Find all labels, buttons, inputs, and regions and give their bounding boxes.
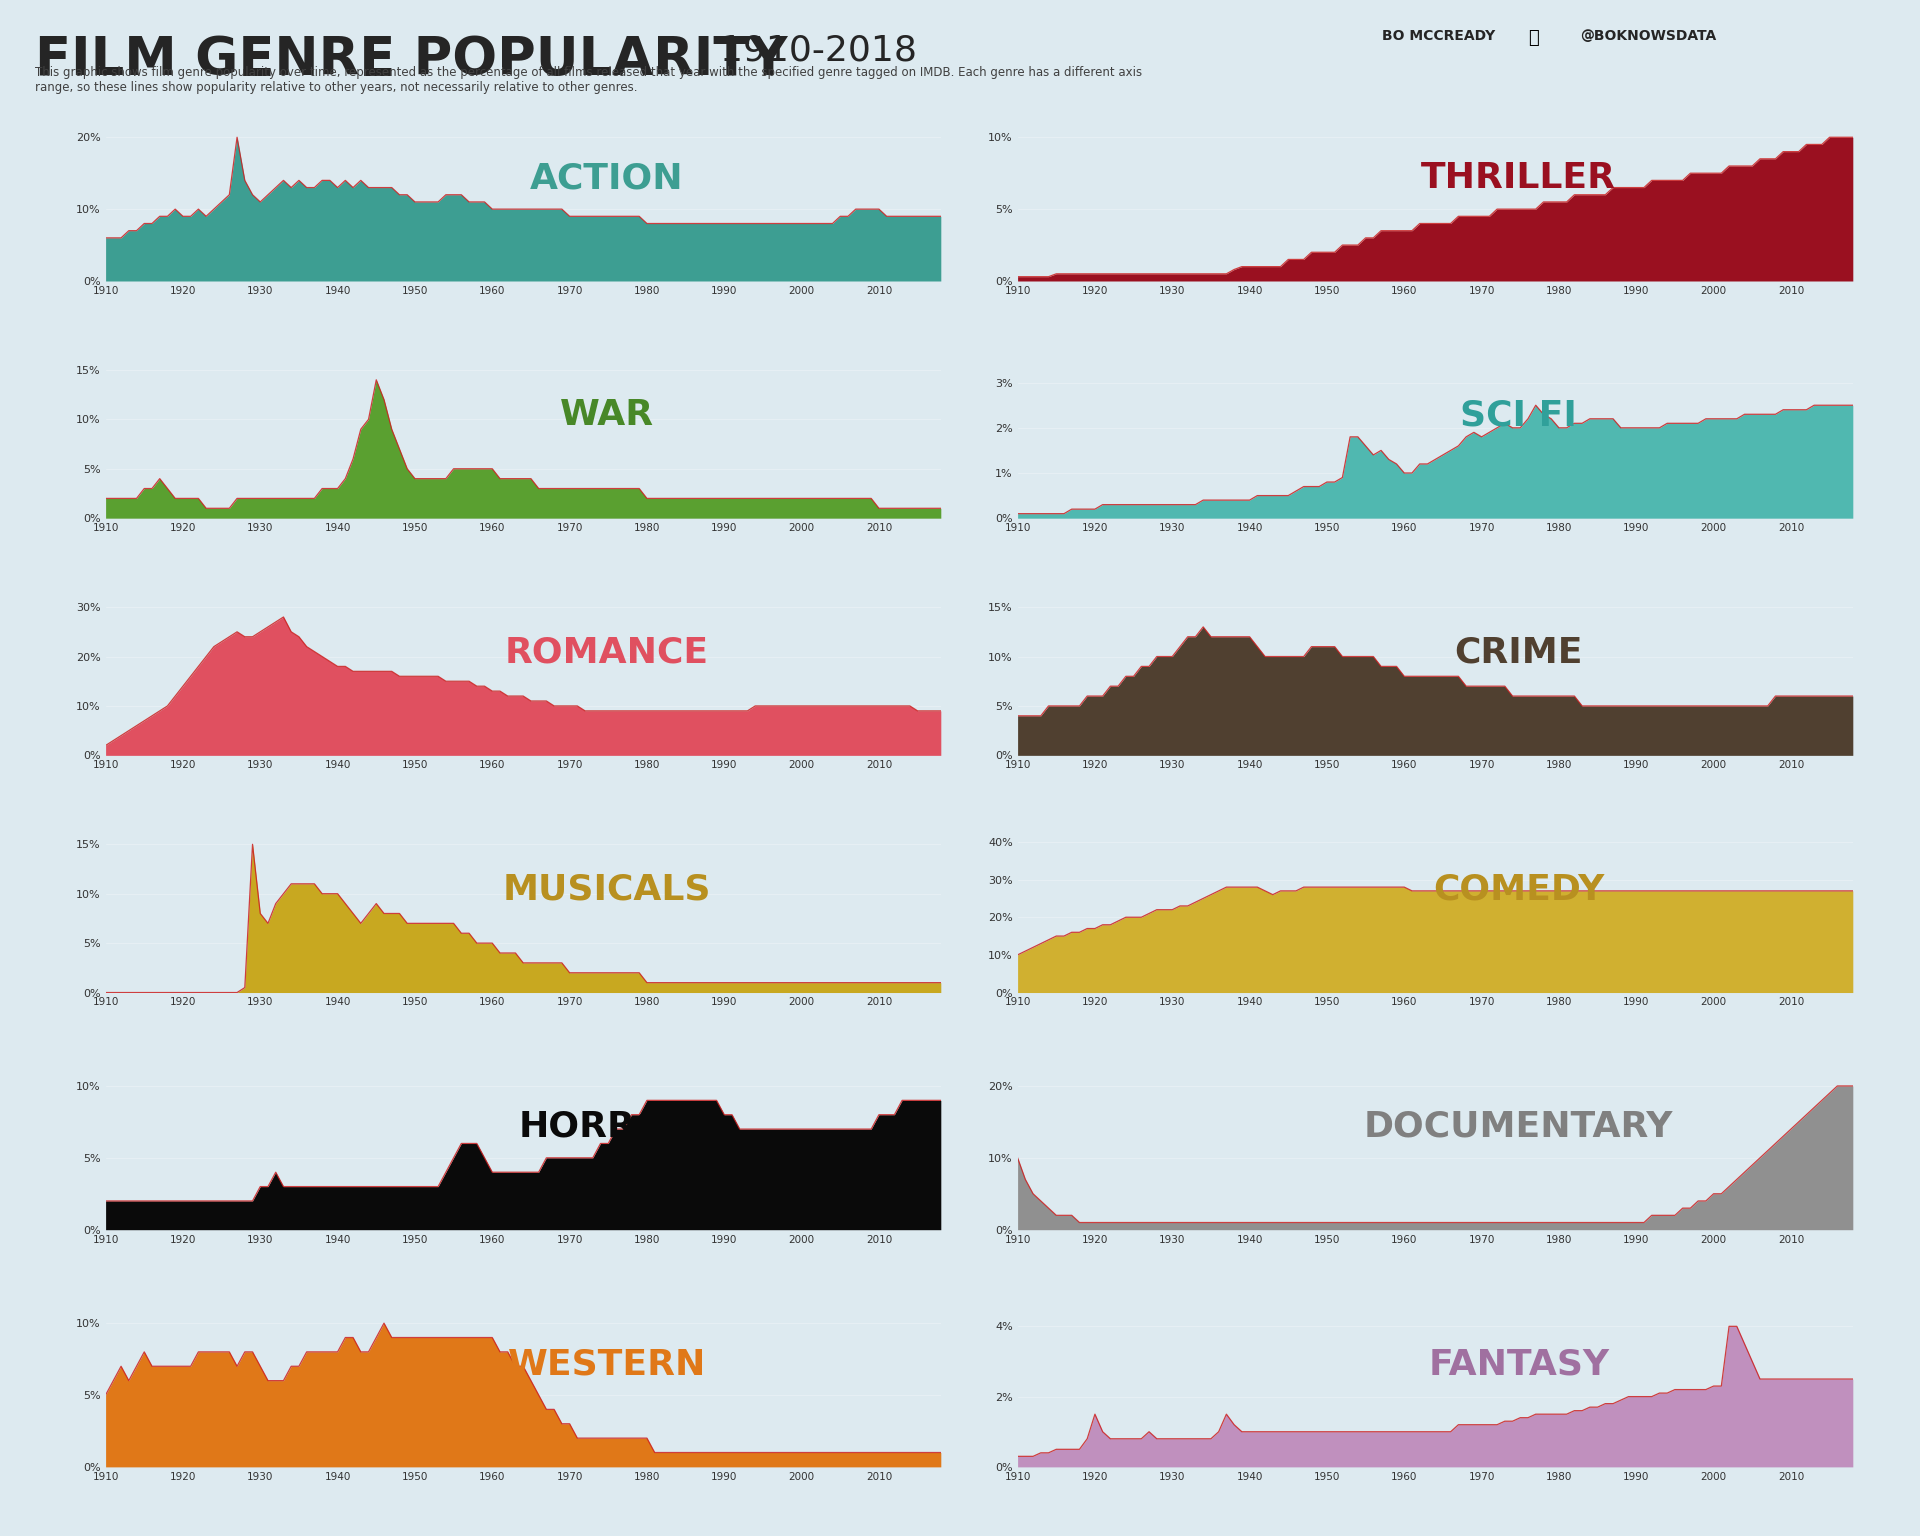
Text: @BOKNOWSDATA: @BOKNOWSDATA bbox=[1580, 29, 1716, 43]
Text: BO MCCREADY: BO MCCREADY bbox=[1382, 29, 1496, 43]
Text: WAR: WAR bbox=[559, 398, 655, 433]
Text: ACTION: ACTION bbox=[530, 161, 684, 195]
Text: FILM GENRE POPULARITY: FILM GENRE POPULARITY bbox=[35, 34, 787, 86]
Text: HORROR: HORROR bbox=[518, 1111, 695, 1144]
Text: ROMANCE: ROMANCE bbox=[505, 636, 708, 670]
Text: 🐦: 🐦 bbox=[1528, 29, 1540, 48]
Text: DOCUMENTARY: DOCUMENTARY bbox=[1363, 1111, 1674, 1144]
Text: WESTERN: WESTERN bbox=[507, 1347, 707, 1381]
Text: THRILLER: THRILLER bbox=[1421, 161, 1617, 195]
Text: This graphic shows film genre popularity over time, represented as the percentag: This graphic shows film genre popularity… bbox=[35, 66, 1142, 94]
Text: MUSICALS: MUSICALS bbox=[503, 872, 710, 906]
Text: SCI FI: SCI FI bbox=[1461, 398, 1576, 433]
Text: COMEDY: COMEDY bbox=[1432, 872, 1605, 906]
Text: FANTASY: FANTASY bbox=[1428, 1347, 1609, 1381]
Text: CRIME: CRIME bbox=[1455, 636, 1582, 670]
Text: 1910-2018: 1910-2018 bbox=[720, 34, 918, 68]
